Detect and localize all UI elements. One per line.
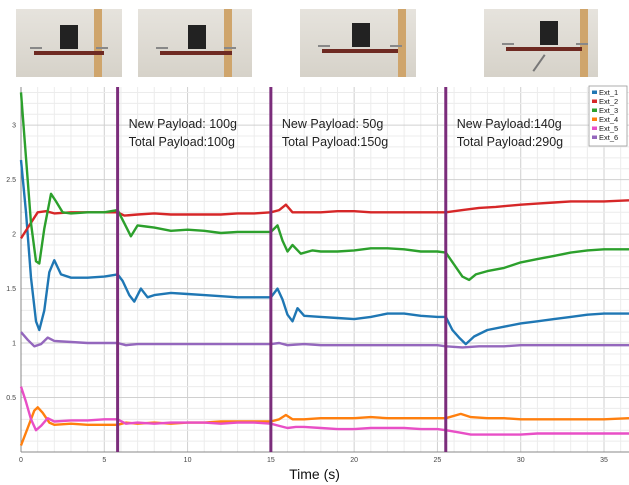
legend-entry: Ext_6 [599,133,618,142]
legend-swatch [592,126,597,130]
y-tick-label: 3 [12,123,16,130]
event-label-new-payload: New Payload: 100g [129,117,237,131]
x-axis-label: Time (s) [289,466,340,482]
event-label-total-payload: Total Payload:290g [457,135,563,149]
line-chart: 0 5 10 15 20 25 30 35 0.5 1 1.5 2 2.5 3 New Payload: … [6,85,629,462]
series-line-ext_6 [20,331,629,349]
x-tick-label: 25 [434,457,442,462]
legend-swatch [592,135,597,139]
event-label-total-payload: Total Payload:100g [129,135,235,149]
x-tick-label: 15 [267,457,275,462]
x-tick-label: 5 [102,457,106,462]
series-line-ext_1 [19,159,629,346]
legend-swatch [592,90,597,94]
y-tick-label: 1 [12,341,16,348]
y-tick-label: 0.5 [6,395,16,402]
series-line-ext_3 [19,92,629,282]
photo-payload-290g [484,9,598,77]
legend-entry: Ext_1 [599,88,618,97]
legend-entry: Ext_2 [599,97,618,106]
x-tick-label: 0 [19,457,23,462]
x-tick-label: 10 [184,457,192,462]
photo-no-payload [16,9,122,77]
chart-event-markers: New Payload: 100g Total Payload:100g New P… [116,87,563,452]
event-label-new-payload: New Payload: 50g [282,117,384,131]
legend-entry: Ext_3 [599,106,618,115]
legend-swatch [592,117,597,121]
chart-grid [20,87,629,453]
series-line-ext_5 [19,386,629,436]
y-tick-label: 2.5 [6,177,16,184]
chart-series-lines [19,92,629,446]
event-label-total-payload: Total Payload:150g [282,135,388,149]
y-tick-label: 1.5 [6,286,16,293]
x-tick-label: 20 [350,457,358,462]
legend-swatch [592,99,597,103]
legend-entry: Ext_5 [599,124,618,133]
legend-entry: Ext_4 [599,115,618,124]
photo-payload-100g [138,9,252,77]
series-line-ext_4 [19,406,629,446]
legend-swatch [592,108,597,112]
legend-box [588,85,628,147]
chart-ticks: 0 5 10 15 20 25 30 35 0.5 1 1.5 2 2.5 3 [6,123,608,462]
event-label-new-payload: New Payload:140g [457,117,562,131]
y-tick-label: 2 [12,232,16,239]
x-tick-label: 35 [600,457,608,462]
photo-payload-150g [300,9,416,77]
x-tick-label: 30 [517,457,525,462]
